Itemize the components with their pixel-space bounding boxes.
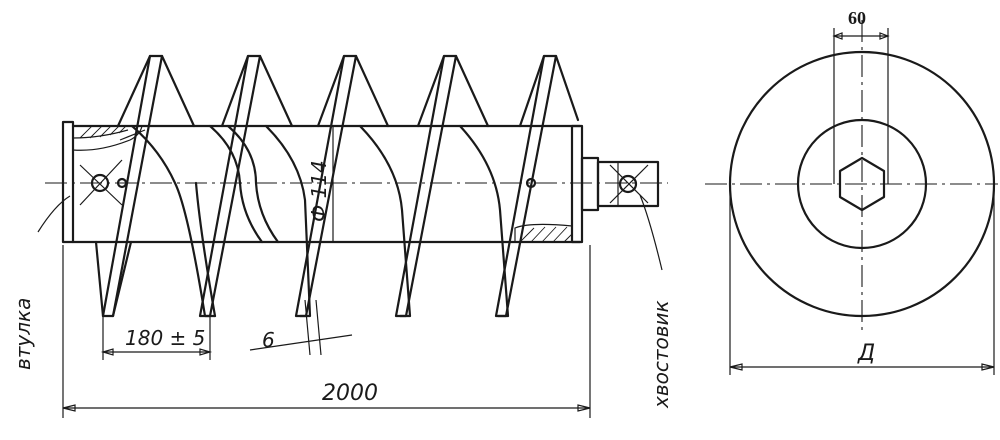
auger-tube	[71, 124, 584, 244]
length-label: 2000	[322, 381, 378, 406]
shank	[580, 156, 660, 212]
shank-label: хвостовик	[649, 300, 673, 409]
break-line	[208, 124, 280, 244]
pitch-label: 180 ± 5	[125, 326, 205, 350]
helical-flights	[94, 54, 580, 318]
sleeve-pin-hole	[116, 177, 128, 189]
length-dimension	[62, 245, 591, 418]
outer-diameter-dimension	[729, 184, 995, 375]
sleeve-leader	[37, 195, 71, 233]
thickness-dimension	[249, 299, 353, 356]
hex-shank	[838, 156, 886, 212]
end-view: 60 Д	[705, 8, 998, 375]
sleeve-label: втулка	[11, 298, 35, 370]
side-view: втулка хвостовик 180 ± 5 6 Ф 114 2000	[11, 54, 673, 418]
outer-diameter-label: Д	[857, 341, 875, 366]
sleeve-section-hatch	[72, 125, 143, 151]
slot-width-label: 60	[848, 8, 866, 28]
pitch-dimension	[100, 316, 213, 360]
diameter-label: Ф 114	[307, 160, 331, 222]
shank-leader	[639, 194, 663, 271]
thickness-label: 6	[262, 328, 275, 352]
shank-pin-hole	[525, 177, 537, 189]
shank-section-hatch	[514, 223, 573, 243]
slot-dimension	[832, 28, 890, 184]
tube-circle	[796, 118, 928, 250]
sleeve-bolt-hole	[90, 173, 110, 193]
sleeve-flange	[61, 120, 75, 244]
